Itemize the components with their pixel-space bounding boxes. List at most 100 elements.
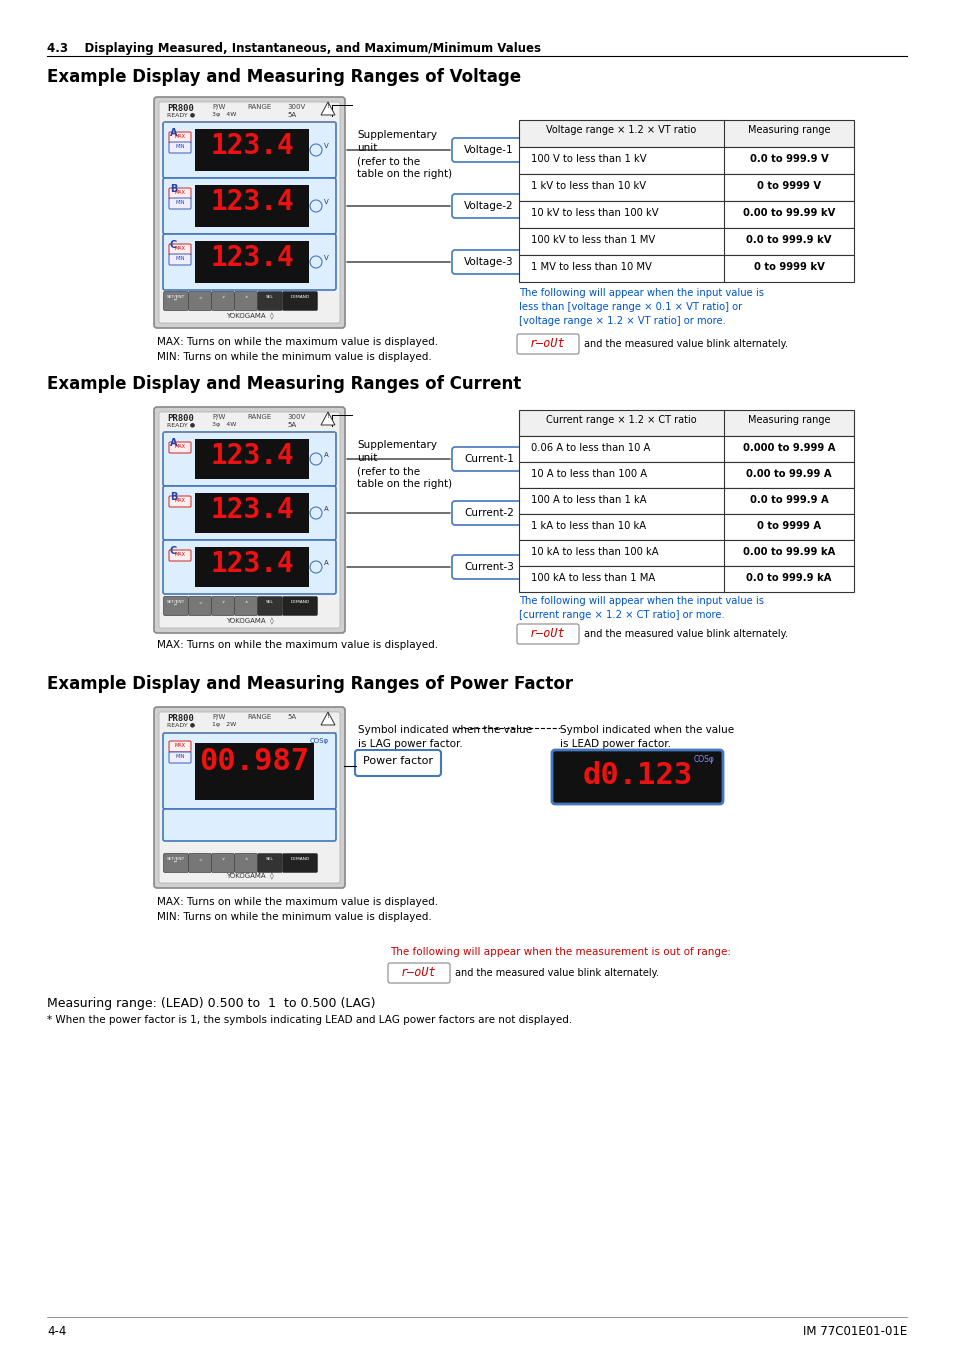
FancyBboxPatch shape [189,292,212,311]
Bar [194,547,309,586]
Text: A: A [170,128,177,138]
Text: MAX: MAX [174,190,185,195]
Text: 123.4: 123.4 [210,442,294,470]
Bar [518,488,853,513]
Text: Supplementary: Supplementary [356,440,436,450]
Bar [518,566,853,592]
Bar [194,128,309,172]
Text: and the measured value blink alternately.: and the measured value blink alternately… [583,630,787,639]
Polygon shape [320,712,335,725]
Circle shape [310,507,322,519]
Text: Current-3: Current-3 [463,562,514,571]
Text: SET/ENT
↵: SET/ENT ↵ [167,295,185,303]
FancyBboxPatch shape [163,178,335,234]
Text: COSφ: COSφ [694,755,714,765]
Text: READY ●: READY ● [167,422,195,427]
Text: 10 kV to less than 100 kV: 10 kV to less than 100 kV [531,208,658,218]
Text: 0.0 to 999.9 A: 0.0 to 999.9 A [749,494,827,505]
Text: MAX: MAX [174,444,185,449]
Bar [518,462,853,488]
Text: DEMAND: DEMAND [290,857,310,861]
Text: 123.4: 123.4 [210,550,294,578]
Circle shape [310,200,322,212]
Text: DEMAND: DEMAND [290,295,310,299]
FancyBboxPatch shape [452,555,525,580]
Text: Measuring range: Measuring range [747,126,829,135]
Text: DEMAND: DEMAND [290,600,310,604]
Bar [518,228,853,255]
FancyBboxPatch shape [388,963,450,984]
Text: B: B [170,492,177,503]
Text: 4.3    Displaying Measured, Instantaneous, and Maximum/Minimum Values: 4.3 Displaying Measured, Instantaneous, … [47,42,540,55]
FancyBboxPatch shape [189,854,212,873]
Text: MAX: MAX [174,134,185,139]
Text: 100 V to less than 1 kV: 100 V to less than 1 kV [531,154,646,163]
Text: A: A [324,453,329,458]
Text: ∨: ∨ [221,857,224,861]
FancyBboxPatch shape [163,234,335,290]
Text: Symbol indicated when the value
is LEAD power factor.: Symbol indicated when the value is LEAD … [559,725,734,748]
Text: MAX: MAX [174,246,185,251]
Circle shape [310,453,322,465]
Text: 100 A to less than 1 kA: 100 A to less than 1 kA [531,494,646,505]
FancyBboxPatch shape [169,199,191,209]
Text: Voltage range × 1.2 × VT ratio: Voltage range × 1.2 × VT ratio [546,126,696,135]
Text: 0 to 9999 kV: 0 to 9999 kV [753,262,823,272]
FancyBboxPatch shape [163,540,335,594]
Bar [518,201,853,228]
Text: !: ! [326,413,329,419]
FancyBboxPatch shape [257,292,282,311]
Text: 1 kA to less than 10 kA: 1 kA to less than 10 kA [531,521,645,531]
Text: unit: unit [356,143,377,153]
Bar [194,493,309,534]
Text: IM 77C01E01-01E: IM 77C01E01-01E [801,1325,906,1337]
Text: 5A: 5A [287,713,295,720]
Text: MIN: MIN [175,200,185,205]
Text: MAX: MAX [174,743,185,748]
Text: B: B [170,184,177,195]
Text: (refer to the: (refer to the [356,155,419,166]
Text: 1 MV to less than 10 MV: 1 MV to less than 10 MV [531,262,651,272]
Text: 3φ   4W: 3φ 4W [212,422,236,427]
Text: 100 kV to less than 1 MV: 100 kV to less than 1 MV [531,235,655,245]
Text: Example Display and Measuring Ranges of Current: Example Display and Measuring Ranges of … [47,376,520,393]
FancyBboxPatch shape [169,496,191,507]
FancyBboxPatch shape [153,707,345,888]
FancyBboxPatch shape [169,132,191,143]
Text: 300V: 300V [287,104,305,109]
Bar [518,147,853,174]
Text: READY ●: READY ● [167,112,195,118]
Text: 3φ   4W: 3φ 4W [212,112,236,118]
Text: Voltage-1: Voltage-1 [464,145,514,155]
Text: 300V: 300V [287,413,305,420]
Text: 1φ   2W: 1φ 2W [212,721,236,727]
Text: Example Display and Measuring Ranges of Power Factor: Example Display and Measuring Ranges of … [47,676,573,693]
FancyBboxPatch shape [159,412,339,628]
FancyBboxPatch shape [153,97,345,328]
Text: 00.987: 00.987 [199,747,310,775]
Text: unit: unit [356,453,377,463]
Text: PR800: PR800 [167,104,193,113]
Text: d0.123: d0.123 [581,761,692,790]
FancyBboxPatch shape [212,292,234,311]
FancyBboxPatch shape [153,407,345,634]
Text: MAX: MAX [174,499,185,503]
Text: RANGE: RANGE [247,713,271,720]
Text: MAX: Turns on while the maximum value is displayed.
MIN: Turns on while the mini: MAX: Turns on while the maximum value is… [157,897,437,921]
Text: SEL: SEL [266,600,274,604]
Text: table on the right): table on the right) [356,169,452,178]
FancyBboxPatch shape [212,854,234,873]
FancyBboxPatch shape [169,753,191,763]
Text: Measuring range: Measuring range [747,415,829,426]
Text: C: C [170,240,177,250]
FancyBboxPatch shape [282,854,317,873]
Text: 5A: 5A [287,422,295,428]
Text: Supplementary: Supplementary [356,130,436,141]
Text: PR800: PR800 [167,413,193,423]
Text: RANGE: RANGE [247,104,271,109]
Text: 0 to 9999 A: 0 to 9999 A [756,521,821,531]
FancyBboxPatch shape [163,854,189,873]
FancyBboxPatch shape [452,501,525,526]
Text: table on the right): table on the right) [356,480,452,489]
FancyBboxPatch shape [159,101,339,323]
